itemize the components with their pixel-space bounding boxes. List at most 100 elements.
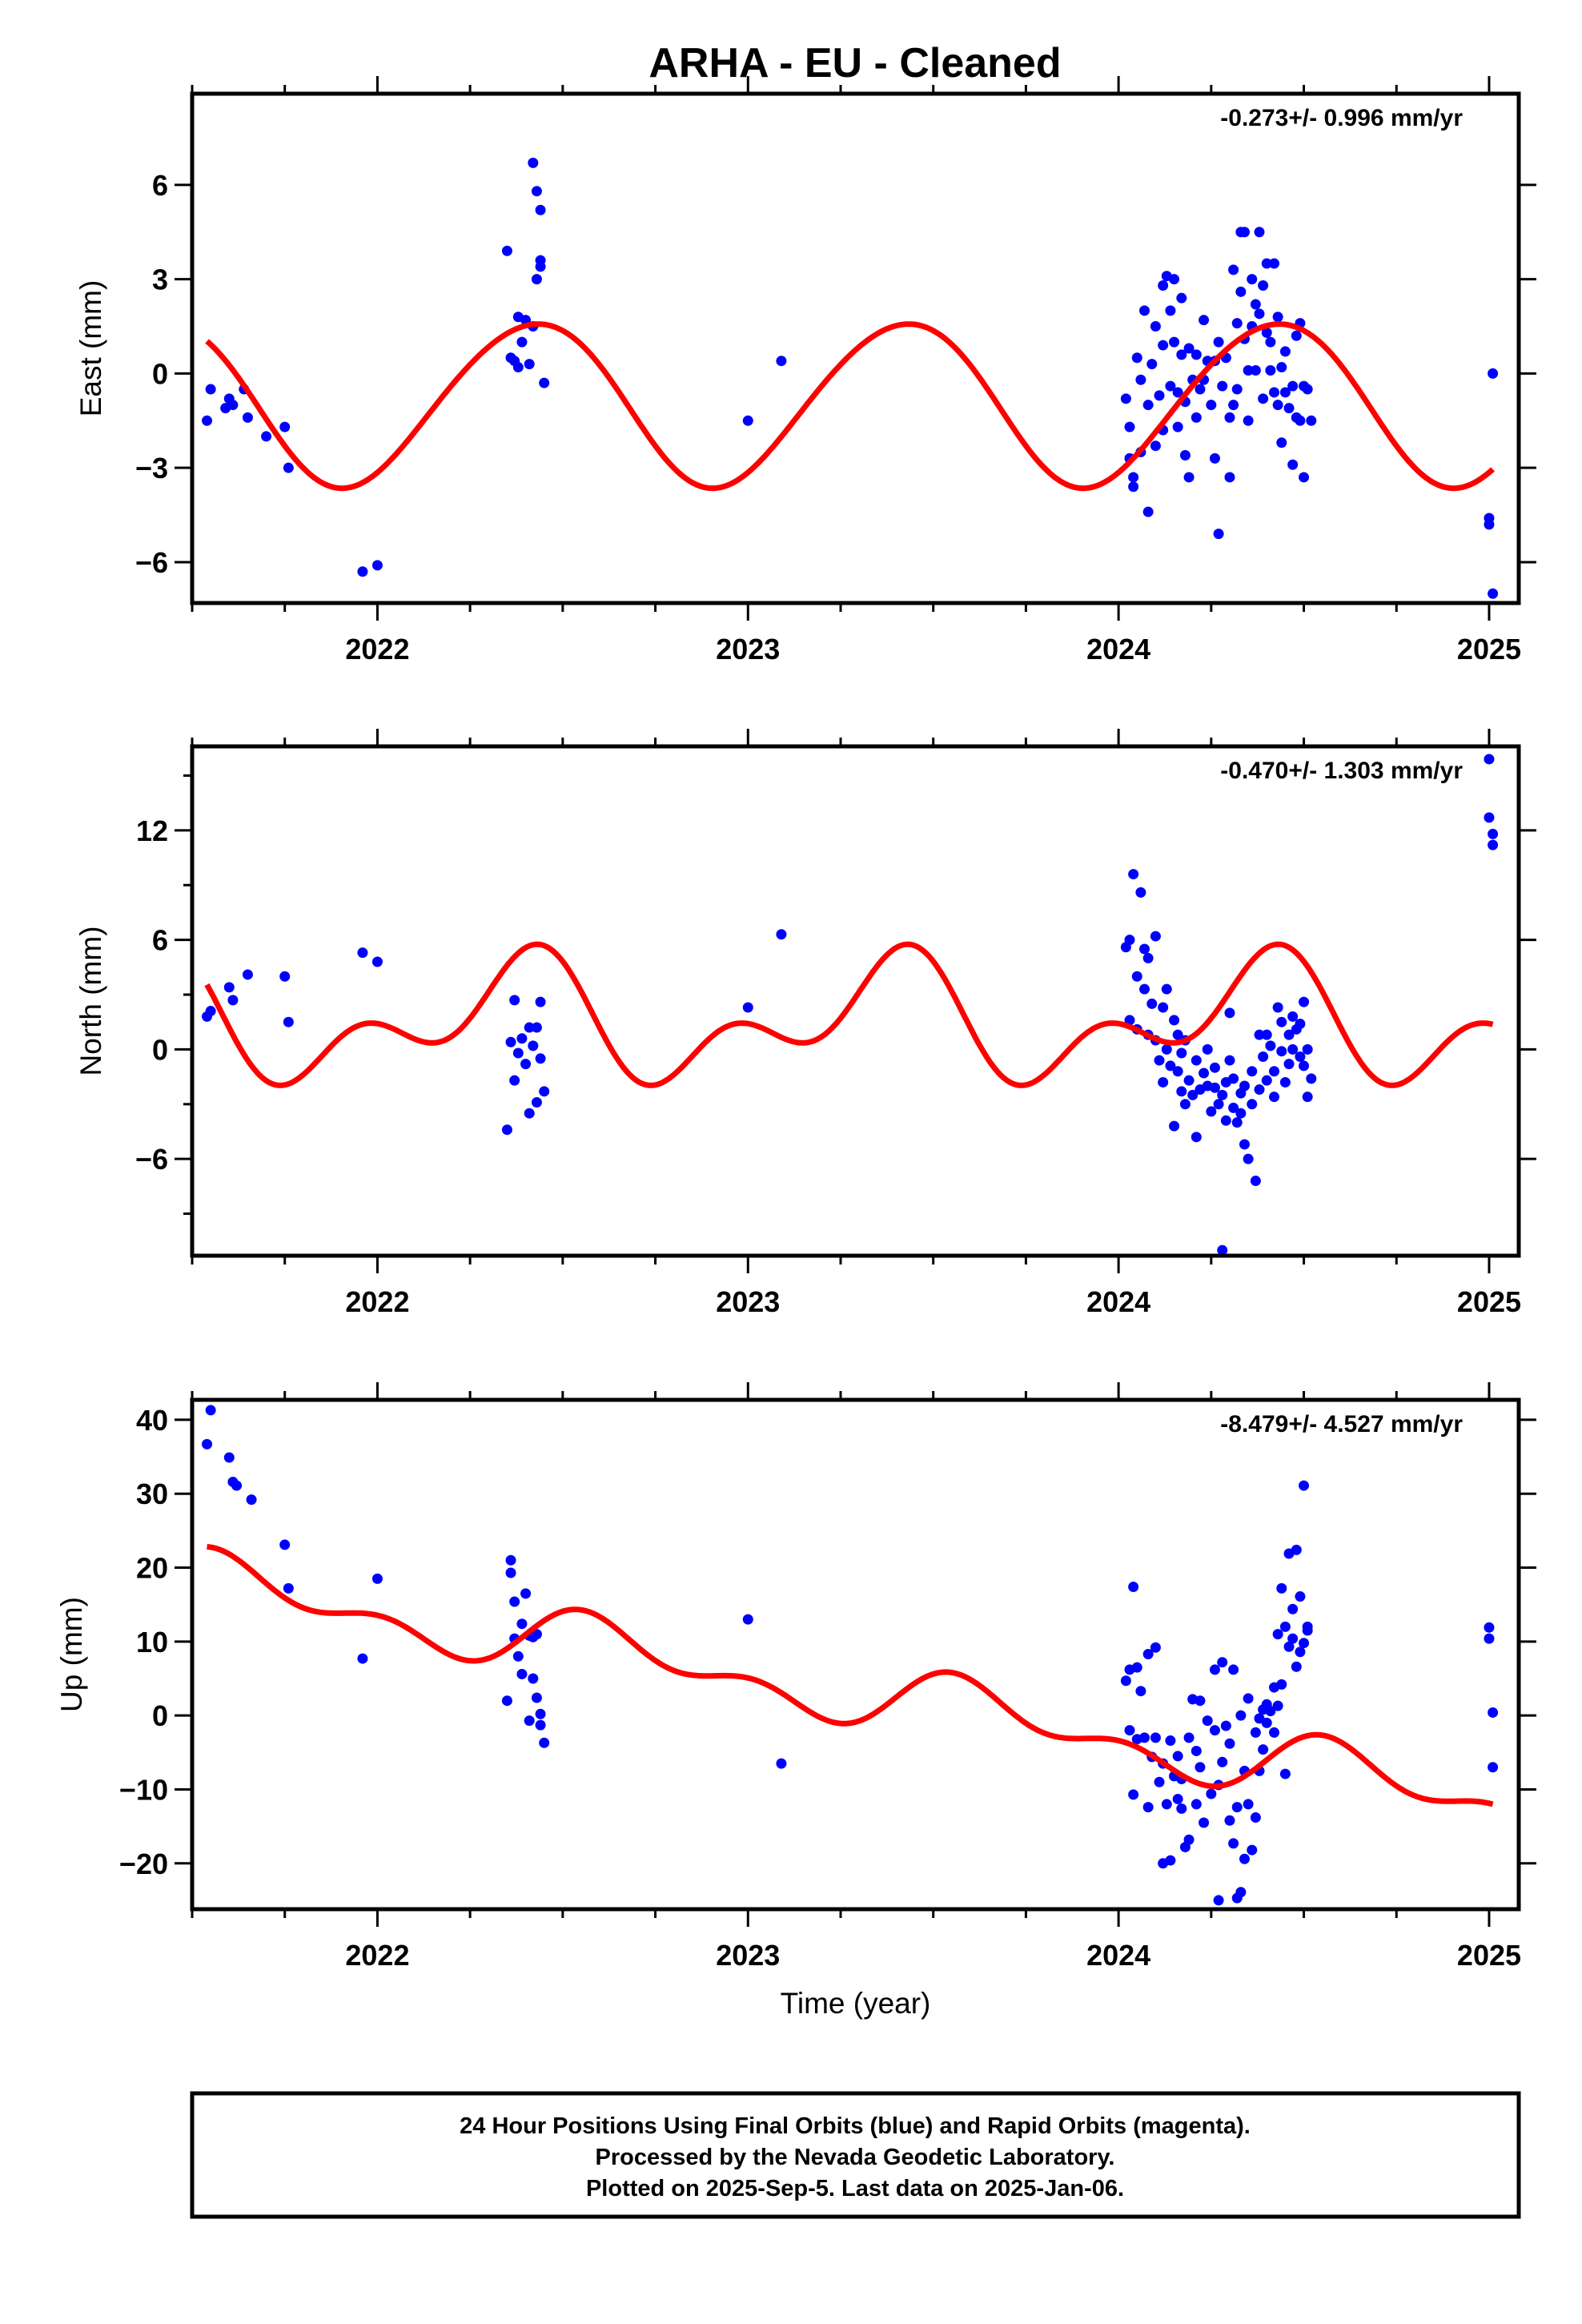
east-plot-frame	[190, 91, 1521, 605]
north-data-point	[242, 969, 253, 980]
up-data-point	[1247, 1844, 1258, 1856]
up-data-point	[1295, 1647, 1306, 1658]
east-data-point	[1283, 403, 1295, 414]
east-data-point	[1150, 440, 1161, 452]
east-data-point	[1169, 274, 1180, 285]
north-data-point	[1209, 1082, 1220, 1093]
east-data-point	[1306, 415, 1317, 426]
north-data-point	[1247, 1099, 1258, 1110]
east-data-point	[1195, 384, 1206, 395]
east-data-point	[279, 421, 291, 432]
north-data-point	[528, 1040, 539, 1051]
up-data-point	[1243, 1799, 1254, 1810]
east-data-point	[1228, 264, 1239, 275]
east-data-point	[1250, 364, 1261, 376]
north-y-tick-label: −6	[135, 1143, 168, 1176]
north-data-point	[520, 1059, 532, 1070]
north-data-point	[742, 1002, 753, 1013]
north-data-point	[1199, 1068, 1210, 1079]
up-data-point	[1299, 1480, 1310, 1491]
north-data-point	[1224, 1055, 1235, 1066]
north-data-point	[1261, 1029, 1272, 1040]
north-data-point	[1213, 1099, 1224, 1110]
east-y-tick-label: 0	[152, 357, 168, 390]
east-data-point	[1299, 472, 1310, 483]
up-data-point	[1142, 1802, 1154, 1813]
up-data-point	[1183, 1732, 1195, 1743]
footer-line-2: Processed by the Nevada Geodetic Laborat…	[596, 2145, 1115, 2170]
up-data-point	[371, 1573, 383, 1584]
up-data-point	[1258, 1744, 1269, 1755]
north-data-point	[1154, 1055, 1165, 1066]
north-data-point	[1169, 1015, 1180, 1026]
north-data-point	[1161, 1043, 1172, 1055]
up-data-point	[516, 1618, 528, 1630]
north-data-point	[531, 1097, 542, 1108]
north-rate-label: -0.470+/- 1.303 mm/yr	[1220, 758, 1463, 784]
up-data-point	[528, 1673, 539, 1684]
north-y-axis-label: North (mm)	[74, 926, 107, 1076]
north-data-point	[1139, 983, 1150, 995]
north-data-point	[1191, 1055, 1202, 1066]
north-data-point	[1250, 1176, 1261, 1187]
north-data-point	[1158, 1076, 1169, 1088]
up-x-tick-label: 2023	[716, 1939, 780, 1972]
north-data-point	[1146, 998, 1158, 1009]
north-data-point	[1265, 1040, 1276, 1051]
up-data-point	[776, 1758, 787, 1769]
up-data-point	[1165, 1855, 1176, 1866]
north-data-point	[1269, 1066, 1280, 1077]
east-data-point	[1224, 412, 1235, 423]
east-data-point	[1261, 327, 1272, 338]
east-panel: 2022 2023 2024 2025 −6 −3 0 3 6 East (mm) -0.273+/…	[74, 76, 1536, 665]
up-panel: 2022 2023 2024 2025 −20 −10 0 10 20 30 40 Up (mm) Ti…	[55, 1382, 1536, 2020]
up-data-point	[535, 1719, 546, 1731]
up-data-point	[1279, 1621, 1291, 1632]
up-data-point	[1484, 1633, 1495, 1644]
east-data-point	[1279, 346, 1291, 357]
north-data-point	[1247, 1066, 1258, 1077]
up-data-point	[202, 1438, 213, 1449]
up-data-point	[1131, 1662, 1142, 1673]
up-data-point	[1224, 1815, 1235, 1826]
up-data-point	[531, 1692, 542, 1703]
up-data-point	[1139, 1732, 1150, 1743]
east-data-point	[1279, 387, 1291, 398]
up-data-point	[231, 1480, 243, 1491]
north-data-point	[1261, 1075, 1272, 1086]
east-data-point	[1206, 400, 1217, 411]
footer-line-1: 24 Hour Positions Using Final Orbits (bl…	[460, 2113, 1251, 2139]
east-model-curve	[205, 321, 1495, 492]
east-data-point	[1183, 343, 1195, 354]
up-data-point	[1272, 1700, 1283, 1711]
up-data-point	[1287, 1603, 1299, 1614]
up-y-tick-label: 0	[152, 1699, 168, 1732]
north-data-point	[1202, 1043, 1213, 1055]
up-y-tick-label: −10	[119, 1773, 168, 1806]
up-data-point	[505, 1567, 516, 1578]
east-data-point	[1272, 312, 1283, 323]
north-data-point	[1287, 1043, 1299, 1055]
up-data-point	[1195, 1762, 1206, 1773]
north-data-point	[1224, 1007, 1235, 1019]
up-data-point	[1135, 1686, 1146, 1697]
north-data-point	[1124, 1015, 1135, 1026]
north-model-curve	[204, 941, 1494, 1088]
north-data-point	[283, 1016, 294, 1027]
up-x-tick-label: 2022	[345, 1939, 409, 1972]
north-data-point	[1272, 1002, 1283, 1013]
east-data-point	[1120, 393, 1131, 404]
north-data-point	[227, 995, 239, 1006]
up-data-point	[1209, 1664, 1220, 1675]
up-data-point	[1484, 1622, 1495, 1633]
north-panel: 2022 2023 2024 2025 −6 0 6 12 North (mm) -0.470+/…	[74, 729, 1536, 1318]
north-data-point	[539, 1086, 550, 1097]
up-data-point	[223, 1452, 235, 1463]
up-y-tick-label: 40	[136, 1404, 168, 1437]
north-data-point	[1254, 1029, 1265, 1040]
north-data-point	[1183, 1075, 1195, 1086]
east-data-point	[1287, 459, 1299, 470]
up-data-point	[1202, 1715, 1213, 1727]
up-data-point	[539, 1737, 550, 1748]
